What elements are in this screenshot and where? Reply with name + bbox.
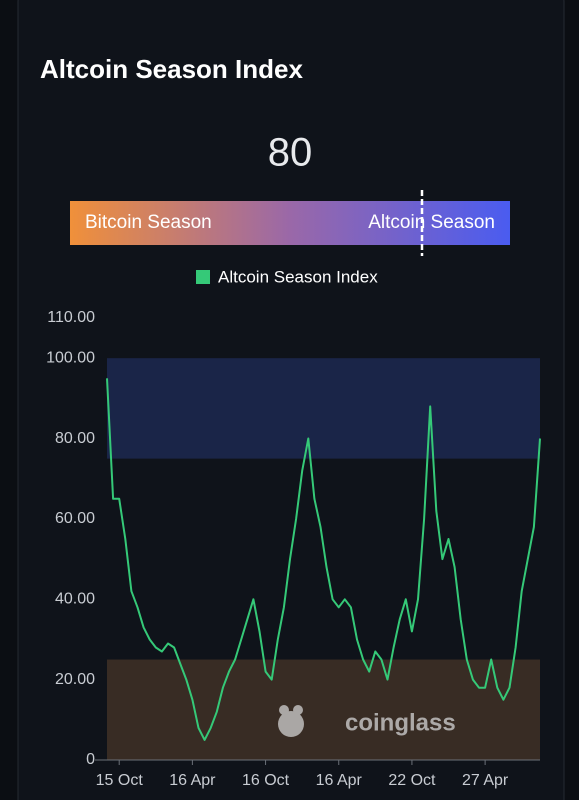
x-tick-label: 15 Oct [96, 772, 144, 789]
watermark-logo [278, 705, 304, 737]
title: Altcoin Season Index [40, 54, 303, 84]
gauge-value: 80 [268, 131, 313, 175]
legend-label: Altcoin Season Index [218, 267, 378, 286]
gauge-right-label: Altcoin Season [368, 212, 495, 233]
x-tick-label: 27 Apr [462, 772, 509, 789]
y-tick-label: 20.00 [55, 671, 95, 688]
x-tick-label: 16 Apr [169, 772, 216, 789]
line [106, 378, 541, 741]
x-tick-label: 16 Apr [316, 772, 363, 789]
y-tick-label: 80.00 [55, 430, 95, 447]
x-tick-label: 16 Oct [242, 772, 290, 789]
legend-swatch [196, 270, 210, 284]
x-tick-label: 22 Oct [388, 772, 436, 789]
band [107, 659, 540, 760]
y-tick-label: 100.00 [46, 349, 95, 366]
y-tick-label: 40.00 [55, 590, 95, 607]
y-tick-label: 60.00 [55, 510, 95, 527]
gauge-bar [70, 201, 510, 245]
gauge-left-label: Bitcoin Season [85, 212, 212, 233]
y-tick-label: 0 [86, 751, 95, 768]
bands [107, 358, 540, 760]
watermark: coinglass [345, 709, 456, 736]
band [107, 358, 540, 459]
y-tick-label: 110.00 [47, 309, 95, 326]
